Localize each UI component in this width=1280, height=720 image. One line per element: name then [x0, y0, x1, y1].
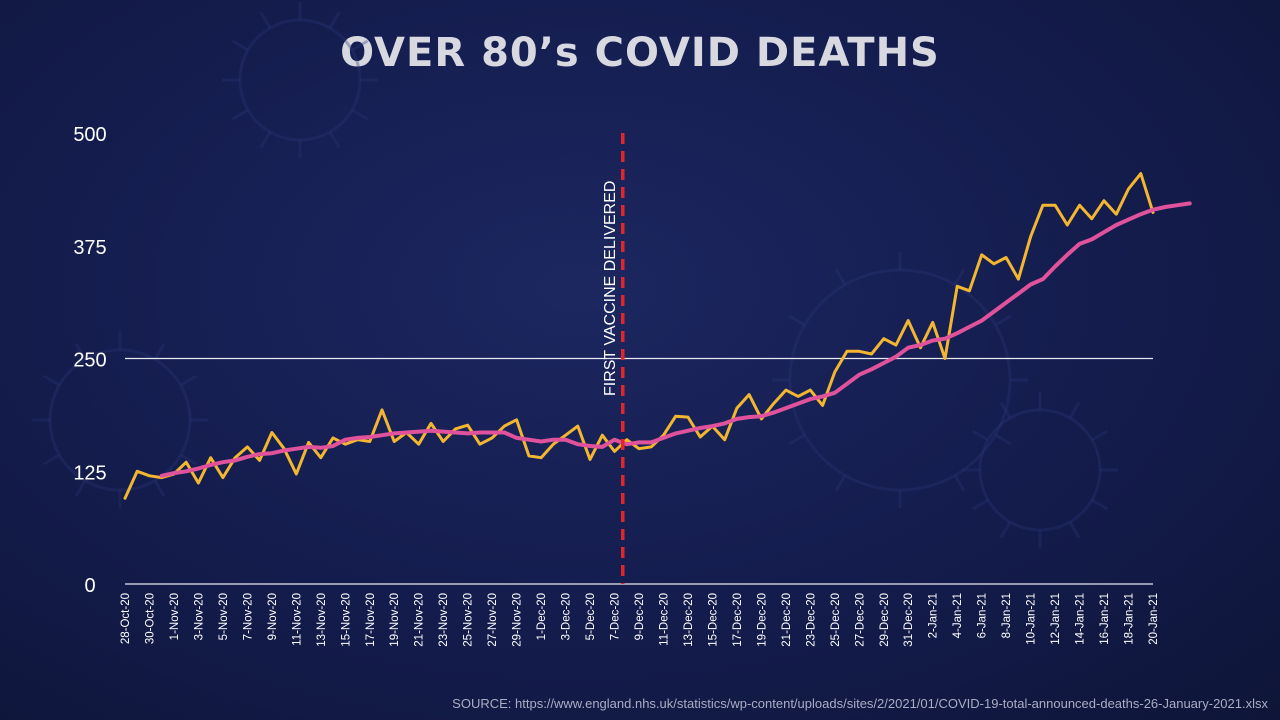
- y-tick-label: 250: [73, 350, 106, 372]
- virus-spike: [1068, 521, 1081, 539]
- vaccine-annotation: FIRST VACCINE DELIVERED: [602, 133, 625, 584]
- x-tick-label: 11-Nov-20: [291, 593, 303, 646]
- virus-spike: [259, 11, 272, 29]
- x-tick-label: 21-Nov-20: [414, 593, 426, 647]
- virus-spike: [971, 429, 989, 442]
- x-tick-label: 1-Dec-20: [536, 593, 548, 640]
- virus-spike: [74, 479, 87, 497]
- virus-spike: [971, 498, 989, 511]
- y-tick-label: 375: [73, 237, 106, 259]
- virus-spike: [1068, 401, 1081, 419]
- virus-spike: [74, 343, 87, 361]
- x-tick-label: 23-Dec-20: [805, 593, 817, 647]
- x-tick-label: 30-Oct-20: [144, 593, 156, 644]
- virus-spike: [1091, 429, 1109, 442]
- x-tick-label: 15-Dec-20: [707, 593, 719, 647]
- x-tick-label: 31-Dec-20: [903, 593, 915, 647]
- x-tick-label: 7-Dec-20: [610, 593, 622, 640]
- rolling-average-line: [159, 201, 1192, 478]
- x-tick-label: 13-Nov-20: [316, 593, 328, 647]
- virus-shape: [238, 18, 362, 142]
- x-tick-label: 21-Dec-20: [781, 593, 793, 647]
- y-tick-label: 125: [73, 462, 106, 484]
- x-tick-label: 29-Nov-20: [512, 593, 524, 647]
- x-tick-label: 1-Nov-20: [169, 593, 181, 640]
- virus-spike: [788, 314, 806, 327]
- virus-spike: [994, 314, 1012, 327]
- x-tick-label: 14-Jan-21: [1075, 593, 1087, 645]
- virus-spike: [788, 433, 806, 446]
- x-tick-label: 27-Nov-20: [487, 593, 499, 647]
- x-tick-label: 25-Dec-20: [830, 593, 842, 647]
- virus-spike: [953, 268, 966, 286]
- x-tick-label: 20-Jan-21: [1148, 593, 1160, 645]
- virus-shape: [788, 268, 1012, 492]
- grid-lines: [125, 357, 1153, 585]
- virus-shape: [48, 348, 192, 492]
- vaccine-marker-label: FIRST VACCINE DELIVERED: [602, 181, 619, 396]
- x-tick-label: 19-Nov-20: [389, 593, 401, 647]
- x-tick-label: 3-Nov-20: [193, 593, 205, 640]
- y-axis: 0 125 250 375 500: [73, 124, 106, 597]
- x-axis: 28-Oct-20 30-Oct-20 1-Nov-20 3-Nov-20 5-Nov-…: [120, 593, 1160, 647]
- x-tick-label: 5-Dec-20: [585, 593, 597, 640]
- x-tick-label: 23-Nov-20: [438, 593, 450, 647]
- virus-spike: [231, 39, 249, 52]
- x-tick-label: 13-Dec-20: [683, 593, 695, 647]
- virus-spike: [153, 343, 166, 361]
- x-tick-label: 2-Jan-21: [928, 593, 940, 638]
- x-tick-label: 28-Oct-20: [120, 593, 132, 644]
- chart-title: OVER 80’s COVID DEATHS: [340, 30, 940, 76]
- x-tick-label: 19-Dec-20: [756, 593, 768, 647]
- virus-spike: [231, 108, 249, 121]
- virus-background-decoration: [32, 2, 1118, 548]
- x-tick-label: 25-Nov-20: [463, 593, 475, 647]
- x-tick-label: 11-Dec-20: [658, 593, 670, 646]
- x-tick-label: 29-Dec-20: [879, 593, 891, 647]
- virus-spike: [179, 453, 197, 466]
- virus-spike: [834, 474, 847, 492]
- source-citation: SOURCE: https://www.england.nhs.uk/stati…: [452, 696, 1268, 711]
- virus-spike: [43, 374, 61, 387]
- x-tick-label: 5-Nov-20: [218, 593, 230, 640]
- virus-spike: [43, 453, 61, 466]
- x-tick-label: 27-Dec-20: [854, 593, 866, 647]
- x-tick-label: 10-Jan-21: [1026, 593, 1038, 645]
- virus-spike: [179, 374, 197, 387]
- x-tick-label: 3-Dec-20: [561, 593, 573, 640]
- virus-spike: [1091, 498, 1109, 511]
- virus-spike: [953, 474, 966, 492]
- y-tick-label: 500: [73, 124, 106, 146]
- x-tick-label: 17-Dec-20: [732, 593, 744, 647]
- virus-spike: [351, 108, 369, 121]
- x-tick-label: 18-Jan-21: [1124, 593, 1136, 645]
- x-tick-label: 12-Jan-21: [1050, 593, 1062, 645]
- x-tick-label: 6-Jan-21: [977, 593, 989, 638]
- virus-shape: [978, 408, 1102, 532]
- x-tick-label: 15-Nov-20: [340, 593, 352, 647]
- virus-spike: [999, 401, 1012, 419]
- series-layer: [123, 172, 1192, 500]
- x-tick-label: 4-Jan-21: [952, 593, 964, 638]
- x-tick-label: 7-Nov-20: [242, 593, 254, 640]
- daily-deaths-line: [123, 172, 1155, 500]
- virus-spike: [259, 131, 272, 149]
- virus-spike: [834, 268, 847, 286]
- virus-spike: [999, 521, 1012, 539]
- virus-spike: [153, 479, 166, 497]
- x-tick-label: 17-Nov-20: [365, 593, 377, 647]
- x-tick-label: 8-Jan-21: [1001, 593, 1013, 638]
- x-tick-label: 16-Jan-21: [1099, 593, 1111, 645]
- y-tick-label: 0: [84, 575, 95, 597]
- virus-spike: [328, 131, 341, 149]
- virus-spike: [351, 39, 369, 52]
- x-tick-label: 9-Nov-20: [267, 593, 279, 640]
- virus-spike: [328, 11, 341, 29]
- virus-spike: [994, 433, 1012, 446]
- x-tick-label: 9-Dec-20: [634, 593, 646, 640]
